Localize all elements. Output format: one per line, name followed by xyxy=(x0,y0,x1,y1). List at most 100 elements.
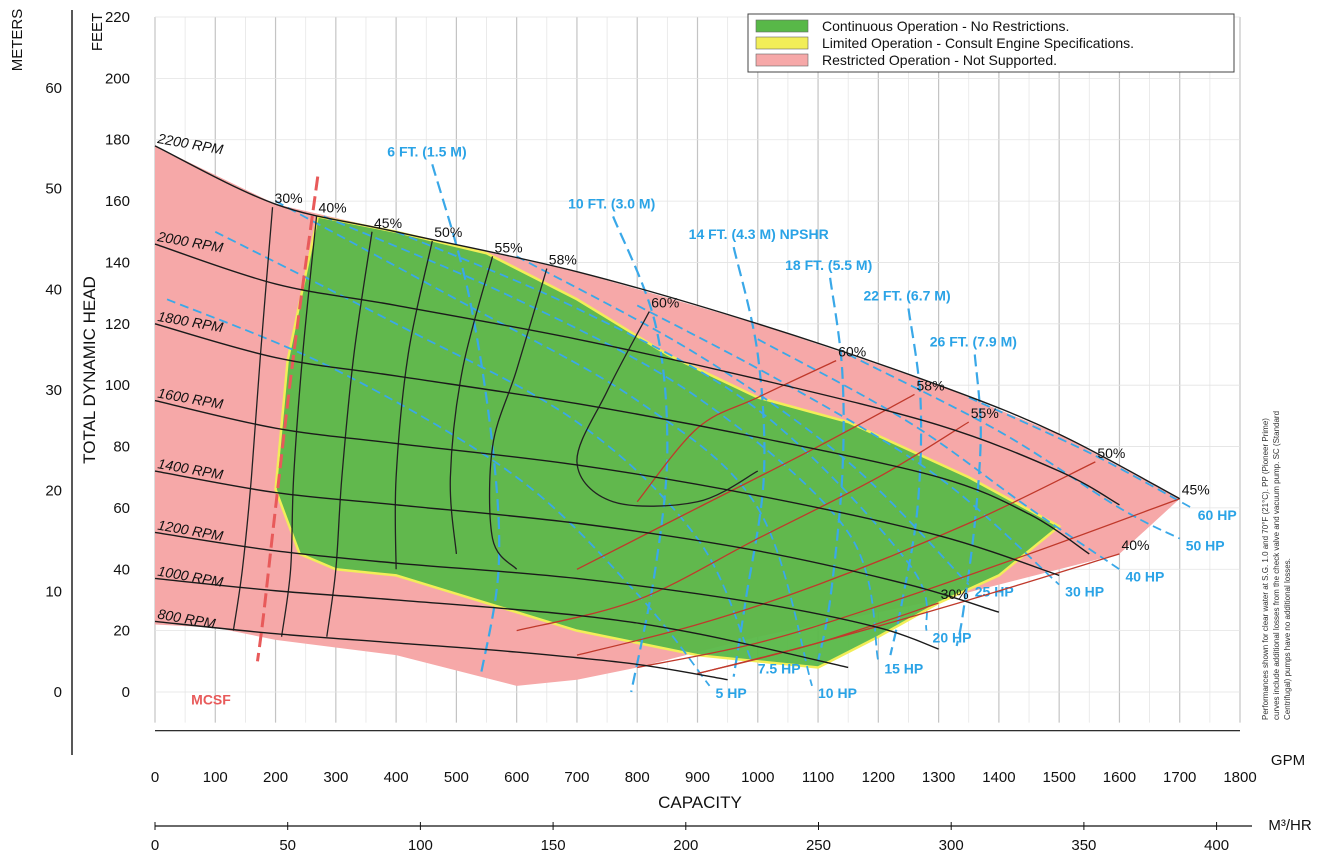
efficiency-label: 40% xyxy=(1121,537,1149,553)
hp-label: 60 HP xyxy=(1198,507,1237,523)
x-tick-label: 200 xyxy=(263,769,288,786)
efficiency-label: 30% xyxy=(941,586,969,602)
secondary-x-tick-label: 300 xyxy=(939,837,964,854)
efficiency-line xyxy=(697,602,939,675)
efficiency-line xyxy=(449,256,494,554)
efficiency-label: 50% xyxy=(1097,445,1125,461)
speed-curve xyxy=(154,531,939,650)
hp-line xyxy=(636,304,1060,586)
secondary-y-tick-label: 40 xyxy=(45,281,62,298)
secondary-y-tick-label: 60 xyxy=(45,80,62,97)
legend-swatch xyxy=(755,53,809,67)
npshr-label: 22 FT. (6.7 M) xyxy=(863,287,950,303)
speed-curve xyxy=(154,323,1090,555)
legend-box xyxy=(747,13,1235,73)
mcsf-line xyxy=(255,176,320,662)
hp-label: 10 HP xyxy=(818,685,857,701)
secondary-x-tick-label: 50 xyxy=(279,837,296,854)
x-unit-label: GPM xyxy=(1271,752,1305,769)
hp-line xyxy=(968,396,1193,509)
speed-curve xyxy=(154,620,728,681)
x-tick-label: 1000 xyxy=(741,769,774,786)
legend-swatch xyxy=(755,36,809,50)
hp-label: 50 HP xyxy=(1186,538,1225,554)
npshr-line xyxy=(816,277,845,662)
npshr-label: 18 FT. (5.5 M) xyxy=(785,257,872,273)
efficiency-label: 45% xyxy=(374,215,402,231)
efficiency-line xyxy=(576,461,1096,656)
speed-curve xyxy=(154,399,1060,577)
secondary-y-tick-label: 0 xyxy=(54,684,62,701)
horsepower-lines: 5 HP 7.5 HP 10 HP 15 HP 20 HP 25 HP 30 HP 40 HP… xyxy=(166,200,1237,701)
efficiency-label: 60% xyxy=(838,344,866,360)
y-tick-label: 0 xyxy=(122,684,130,701)
speed-curve xyxy=(154,577,849,669)
npshr-label: 26 FT. (7.9 M) xyxy=(930,334,1017,350)
speed-curve xyxy=(154,470,1000,613)
efficiency-line xyxy=(280,216,318,637)
efficiency-line xyxy=(576,393,915,570)
hp-line xyxy=(275,200,813,687)
hp-line xyxy=(395,230,928,631)
performance-note: Performances shown for clear water at S.… xyxy=(1261,418,1270,720)
npshr-label: 14 FT. (4.3 M) NPSHR xyxy=(689,226,829,242)
x-tick-label: 1300 xyxy=(922,769,955,786)
npshr-lines: 6 FT. (1.5 M) 10 FT. (3.0 M) 14 FT. (4.3 M… xyxy=(387,143,1017,693)
x-tick-label: 1200 xyxy=(862,769,895,786)
npshr-line xyxy=(612,216,669,693)
x-tick-label: 300 xyxy=(323,769,348,786)
x-tick-label: 400 xyxy=(384,769,409,786)
axes: 0 100 200 300 400 500 600 700 800 900 1000 1100 1200… xyxy=(9,9,1312,854)
efficiency-label: 40% xyxy=(319,199,347,215)
npshr-label: 6 FT. (1.5 M) xyxy=(387,143,466,159)
x-tick-label: 500 xyxy=(444,769,469,786)
y-tick-label: 120 xyxy=(105,316,130,333)
x-tick-label: 0 xyxy=(151,769,159,786)
hp-label: 15 HP xyxy=(884,660,923,676)
efficiency-label: 60% xyxy=(651,295,679,311)
speed-curve xyxy=(154,145,1181,500)
efficiency-label: 58% xyxy=(917,377,945,393)
npshr-line xyxy=(955,354,982,647)
secondary-x-tick-label: 150 xyxy=(541,837,566,854)
y-tick-label: 20 xyxy=(113,623,130,640)
speed-curve xyxy=(154,243,1120,506)
secondary-x-tick-label: 250 xyxy=(806,837,831,854)
npshr-label: 10 FT. (3.0 M) xyxy=(568,195,655,211)
efficiency-label: 58% xyxy=(549,252,577,268)
hp-line xyxy=(757,338,1120,571)
efficiency-line xyxy=(394,240,433,570)
hp-line xyxy=(516,255,970,586)
secondary-y-tick-label: 10 xyxy=(45,583,62,600)
efficiency-label: 50% xyxy=(434,224,462,240)
efficiency-line xyxy=(637,498,1180,669)
secondary-x-tick-label: 350 xyxy=(1071,837,1096,854)
mcsf-label: MCSF xyxy=(191,691,231,707)
y-tick-label: 60 xyxy=(113,500,130,517)
efficiency-line xyxy=(516,421,970,632)
efficiency-line xyxy=(488,268,548,570)
efficiency-label: 55% xyxy=(495,239,523,255)
secondary-x-unit-label: M³/HR xyxy=(1268,817,1311,834)
efficiency-label: 45% xyxy=(1182,482,1210,498)
secondary-x-tick-label: 200 xyxy=(673,837,698,854)
hp-line xyxy=(847,353,1181,540)
legend-label: Limited Operation - Consult Engine Speci… xyxy=(822,35,1134,51)
efficiency-label: 30% xyxy=(275,190,303,206)
secondary-y-tick-label: 30 xyxy=(45,382,62,399)
y-tick-label: 40 xyxy=(113,561,130,578)
x-tick-label: 1600 xyxy=(1103,769,1136,786)
efficiency-line xyxy=(636,360,837,503)
x-tick-label: 600 xyxy=(504,769,529,786)
hp-label: 20 HP xyxy=(933,630,972,646)
y-tick-label: 160 xyxy=(105,193,130,210)
x-tick-label: 1800 xyxy=(1223,769,1256,786)
efficiency-label: 55% xyxy=(971,405,999,421)
efficiency-line xyxy=(576,311,759,507)
legend-label: Continuous Operation - No Restrictions. xyxy=(822,18,1069,34)
x-tick-label: 1400 xyxy=(982,769,1015,786)
x-tick-label: 1100 xyxy=(802,769,834,786)
y-tick-label: 100 xyxy=(105,377,130,394)
hp-label: 30 HP xyxy=(1065,584,1104,600)
